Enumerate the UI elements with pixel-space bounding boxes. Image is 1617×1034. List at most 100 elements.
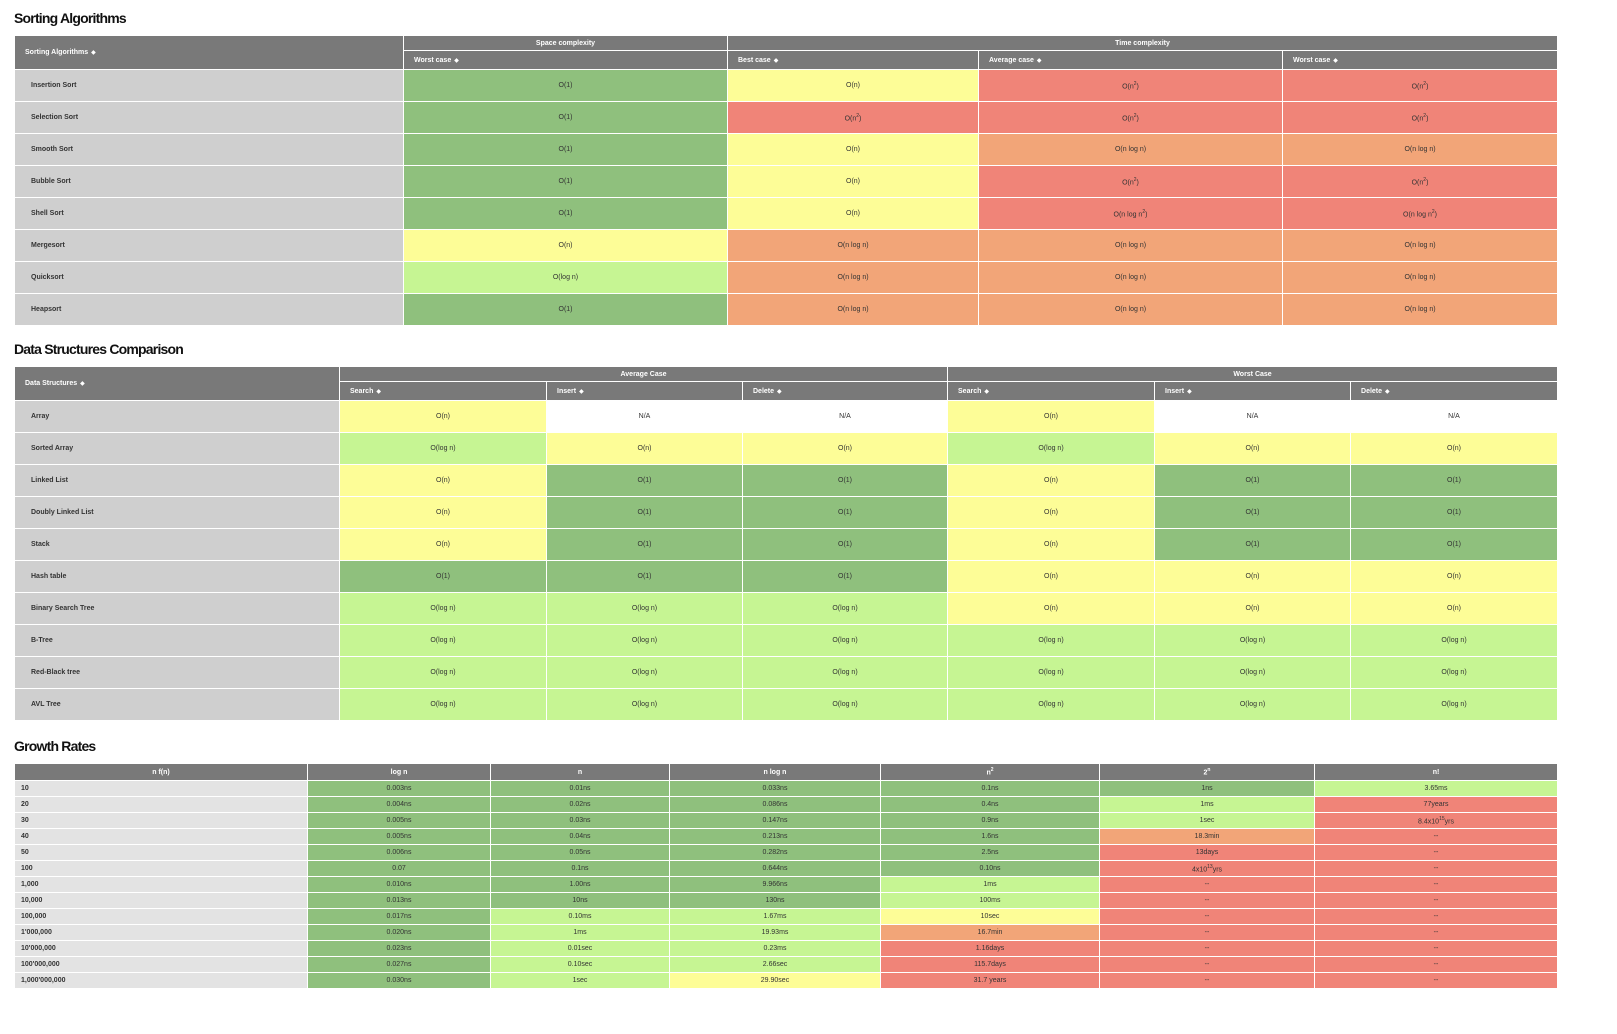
col-header-avg-insert[interactable]: Insert ◆	[546, 381, 743, 401]
complexity-cell: --	[1314, 828, 1558, 845]
col-header-worst-insert[interactable]: Insert ◆	[1154, 381, 1352, 401]
growth-col-header[interactable]: n f(n)	[14, 763, 308, 781]
sort-icon[interactable]: ◆	[1333, 57, 1338, 64]
row-label: 1,000'000,000	[14, 972, 308, 989]
sort-icon[interactable]: ◆	[376, 388, 381, 395]
complexity-cell: --	[1314, 908, 1558, 925]
complexity-cell: 0.02ns	[490, 796, 670, 813]
sort-icon[interactable]: ◆	[773, 57, 779, 64]
complexity-cell: O(n)	[947, 400, 1156, 433]
complexity-cell: O(log n)	[403, 261, 728, 294]
row-label: Sorted Array	[14, 432, 340, 465]
complexity-cell: 0.9ns	[880, 812, 1100, 829]
complexity-cell: 16.7min	[880, 924, 1100, 941]
complexity-cell: O(log n)	[339, 624, 547, 657]
col-header-avg-search[interactable]: Search ◆	[339, 381, 547, 401]
complexity-cell: 0.023ns	[307, 940, 491, 957]
complexity-cell: 0.1ns	[880, 780, 1100, 797]
complexity-cell: O(log n)	[339, 656, 547, 689]
growth-col-header[interactable]: n2	[880, 763, 1100, 781]
row-label: Mergesort	[14, 229, 404, 262]
growth-col-header[interactable]: n!	[1314, 763, 1558, 781]
exponent: 2	[1133, 80, 1137, 87]
complexity-cell: O(log n)	[1350, 624, 1559, 657]
complexity-cell: O(n)	[1350, 592, 1559, 625]
col-header-worst-delete[interactable]: Delete ◆	[1350, 381, 1559, 401]
exponent: 2	[1142, 208, 1146, 215]
complexity-cell: O(log n)	[947, 688, 1156, 721]
complexity-cell: O(1)	[546, 528, 743, 561]
table-row: Heapsort O(1) O(n log n) O(n log n) O(n log …	[14, 293, 1559, 326]
complexity-cell: 0.4ns	[880, 796, 1100, 813]
complexity-cell: --	[1099, 940, 1315, 957]
row-label: 1'000,000	[14, 924, 308, 941]
complexity-cell: O(n)	[947, 464, 1156, 497]
col-header-worst[interactable]: Worst case ◆	[1281, 50, 1559, 70]
complexity-cell: O(n)	[947, 592, 1156, 625]
complexity-cell: O(n)	[727, 133, 979, 166]
ds-corner-header[interactable]: Data Structures ◆	[14, 366, 340, 401]
table-row: Bubble Sort O(1) O(n) O(n2) O(n2)	[14, 165, 1559, 198]
complexity-cell: 0.07	[307, 860, 491, 877]
complexity-cell: 1ms	[1099, 796, 1315, 813]
table-row: Quicksort O(log n) O(n log n) O(n log n) O(n…	[14, 261, 1559, 294]
sort-icon[interactable]: ◆	[91, 50, 96, 56]
complexity-cell: O(n)	[339, 464, 547, 497]
sort-corner-header[interactable]: Sorting Algorithms ◆	[14, 35, 404, 70]
sort-icon[interactable]: ◆	[1385, 388, 1390, 395]
complexity-cell: --	[1099, 956, 1315, 973]
complexity-cell: 3.65ms	[1314, 780, 1558, 797]
complexity-cell: O(log n)	[1350, 688, 1559, 721]
growth-col-header[interactable]: 2n	[1099, 763, 1315, 781]
sort-icon[interactable]: ◆	[777, 388, 782, 395]
complexity-cell: N/A	[741, 400, 949, 433]
complexity-cell: --	[1099, 892, 1315, 909]
row-label: B-Tree	[14, 624, 340, 657]
complexity-cell: O(n log n2)	[1281, 197, 1559, 230]
col-header-best[interactable]: Best case ◆	[727, 50, 979, 70]
row-label: AVL Tree	[14, 688, 340, 721]
ds-title: Data Structures Comparison	[14, 341, 184, 357]
table-row: 50 0.006ns 0.05ns 0.282ns 2.5ns 13days --	[14, 844, 1558, 861]
complexity-cell: 77years	[1314, 796, 1558, 813]
growth-col-header[interactable]: log n	[307, 763, 491, 781]
row-label: 40	[14, 828, 308, 845]
col-header-average[interactable]: Average case ◆	[978, 50, 1283, 70]
complexity-cell: O(n)	[947, 496, 1156, 529]
complexity-cell: 0.05ns	[490, 844, 670, 861]
sort-icon[interactable]: ◆	[1187, 388, 1192, 395]
col-header-worst-search[interactable]: Search ◆	[947, 381, 1156, 401]
exponent: 2	[1423, 80, 1427, 87]
complexity-cell: O(log n)	[339, 432, 547, 465]
complexity-cell: O(log n)	[947, 624, 1156, 657]
col-header-avg-delete[interactable]: Delete ◆	[741, 381, 949, 401]
exponent: 2	[1133, 176, 1137, 183]
table-row: 1,000'000,000 0.030ns 1sec 29.90sec 31.7 yea…	[14, 972, 1558, 989]
complexity-cell: 0.03ns	[490, 812, 670, 829]
row-label: 50	[14, 844, 308, 861]
complexity-cell: O(1)	[403, 69, 728, 102]
complexity-cell: 130ns	[669, 892, 881, 909]
complexity-cell: 0.010ns	[307, 876, 491, 893]
growth-col-header[interactable]: n log n	[669, 763, 881, 781]
complexity-cell: --	[1314, 940, 1558, 957]
row-label: 1,000	[14, 876, 308, 893]
sort-icon[interactable]: ◆	[984, 388, 989, 395]
sort-icon[interactable]: ◆	[1036, 57, 1042, 64]
sort-icon[interactable]: ◆	[579, 388, 584, 395]
complexity-cell: O(n log n)	[1281, 133, 1559, 166]
sort-icon[interactable]: ◆	[80, 381, 85, 387]
complexity-cell: O(n)	[1350, 560, 1559, 593]
growth-col-header[interactable]: n	[490, 763, 670, 781]
complexity-cell: O(n log n2)	[978, 197, 1283, 230]
complexity-cell: O(log n)	[546, 688, 743, 721]
complexity-cell: O(1)	[546, 464, 743, 497]
sort-icon[interactable]: ◆	[454, 57, 459, 64]
complexity-cell: 0.003ns	[307, 780, 491, 797]
complexity-cell: --	[1314, 972, 1558, 989]
table-row: Stack O(n) O(1) O(1) O(n) O(1) O(1)	[14, 528, 1559, 561]
complexity-cell: O(1)	[1350, 528, 1559, 561]
group-header-time: Time complexity	[726, 35, 1559, 51]
row-label: Linked List	[14, 464, 340, 497]
col-header-space-worst[interactable]: Worst case ◆	[403, 50, 728, 70]
